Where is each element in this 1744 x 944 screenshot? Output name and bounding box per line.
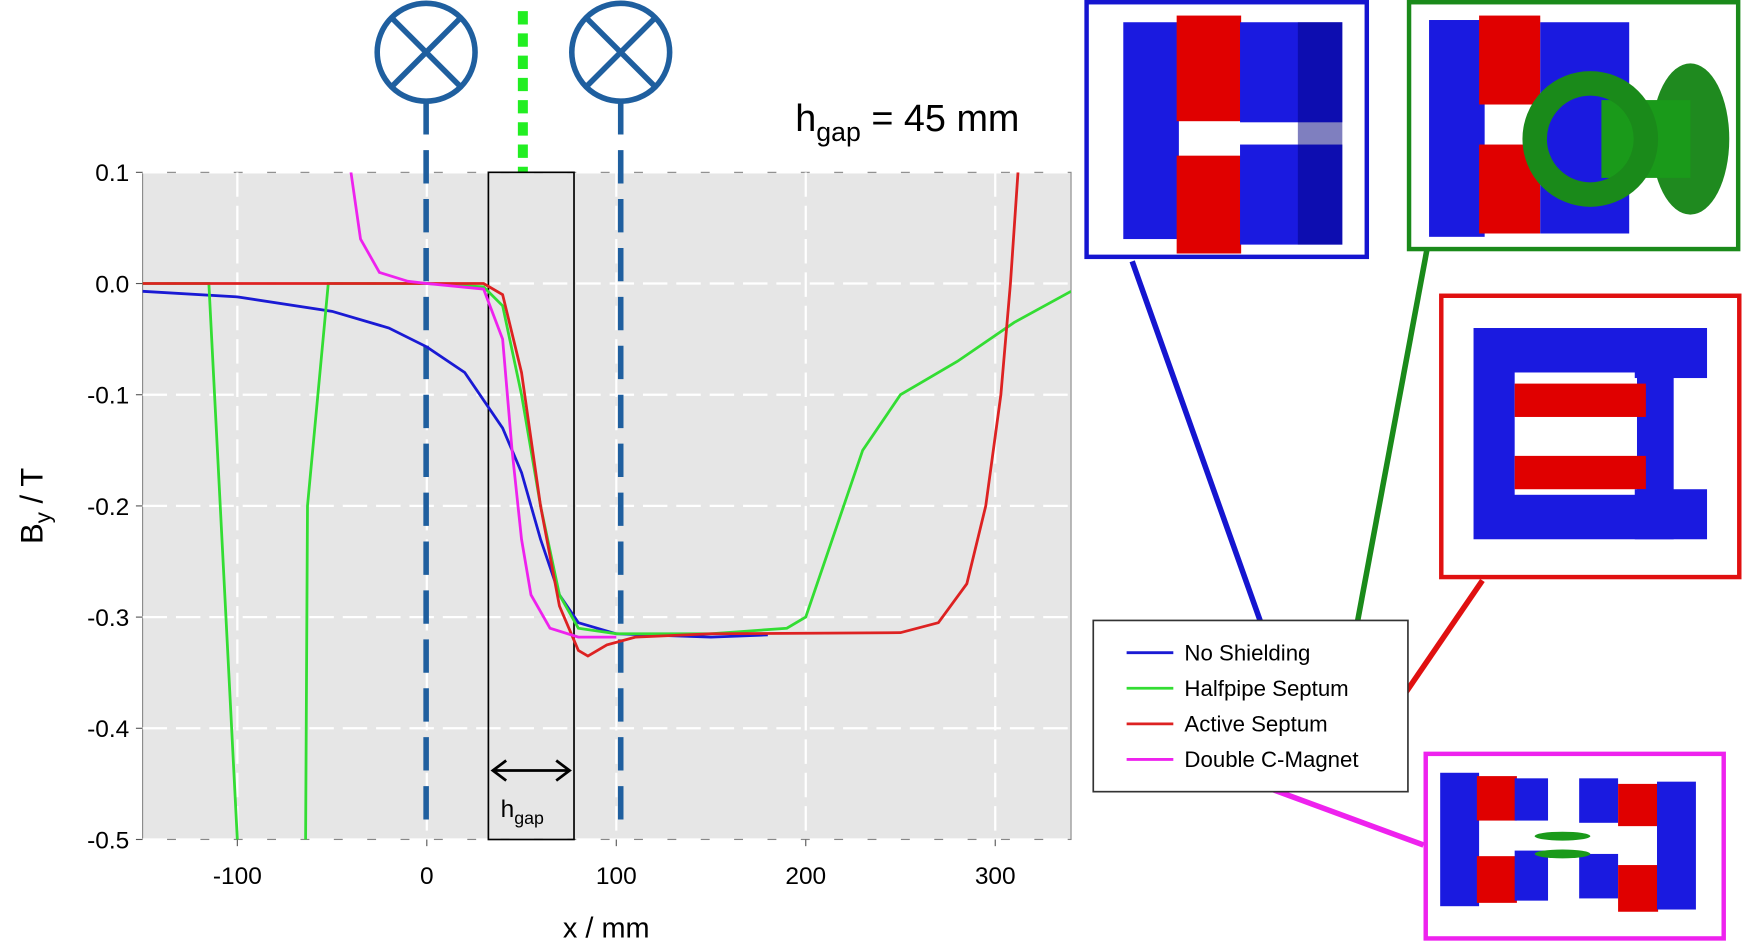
magnet-block — [1477, 776, 1517, 820]
x-tick-label: 100 — [596, 863, 637, 890]
x-tick-label: 200 — [785, 863, 826, 890]
connector — [1132, 261, 1265, 636]
legend-label: Double C-Magnet — [1184, 747, 1359, 772]
gap-title-main: h — [795, 98, 816, 140]
magnet-block — [1479, 16, 1540, 105]
chart: hgap hgap = 45 mm x / mm By / T — [0, 0, 1744, 944]
yoke — [1579, 854, 1618, 898]
gap-label-sub: gap — [514, 808, 544, 828]
yoke — [1635, 489, 1707, 539]
yoke — [1657, 782, 1696, 910]
magnet-block — [1177, 16, 1241, 122]
yoke — [1635, 328, 1707, 378]
page: hgap hgap = 45 mm x / mm By / T — [0, 0, 1744, 944]
y-label-main: B — [15, 523, 50, 544]
y-tick-label: -0.3 — [87, 605, 129, 632]
y-tick-label: -0.5 — [87, 827, 129, 854]
y-tick-label: -0.4 — [87, 716, 129, 743]
y-tick-label: -0.2 — [87, 494, 129, 521]
legend: No Shielding Halfpipe Septum Active Septum… — [1093, 620, 1408, 791]
x-axis-label: x / mm — [563, 912, 650, 944]
gap-label-main: h — [501, 796, 515, 823]
y-tick-label: -0.1 — [87, 383, 129, 410]
x-tick-label: -100 — [213, 863, 262, 890]
yoke — [1515, 851, 1548, 901]
magnet-block — [1618, 865, 1658, 912]
y-label-sub: y — [30, 511, 55, 523]
y-tick-label: 0.1 — [95, 160, 129, 187]
magnet-block — [1515, 456, 1646, 489]
legend-label: Halfpipe Septum — [1184, 676, 1348, 701]
gap-title-rest: = 45 mm — [861, 98, 1020, 140]
magnet-block — [1618, 784, 1658, 826]
yoke — [1440, 773, 1479, 906]
gap-title: hgap = 45 mm — [795, 98, 1019, 147]
x-tick-label: 300 — [975, 863, 1016, 890]
legend-label: Active Septum — [1184, 712, 1327, 737]
septum-sheet — [1535, 849, 1591, 858]
legend-label: No Shielding — [1184, 640, 1310, 665]
shade — [1298, 22, 1342, 244]
septum-sheet — [1535, 832, 1591, 841]
y-axis-label: By / T — [15, 468, 56, 544]
magnet-block — [1177, 156, 1241, 254]
yoke — [1579, 778, 1618, 822]
magnet-block — [1477, 856, 1517, 903]
connector — [1349, 250, 1427, 667]
y-tick-label: 0.0 — [95, 271, 129, 298]
yoke — [1515, 778, 1548, 820]
magnet-illustrations — [1087, 2, 1740, 938]
yoke — [1429, 20, 1485, 237]
yoke — [1123, 22, 1179, 239]
y-label-rest: / T — [15, 468, 50, 512]
x-tick-label: 0 — [420, 863, 434, 890]
magnet-block — [1515, 384, 1646, 417]
gap-title-sub: gap — [816, 117, 861, 147]
